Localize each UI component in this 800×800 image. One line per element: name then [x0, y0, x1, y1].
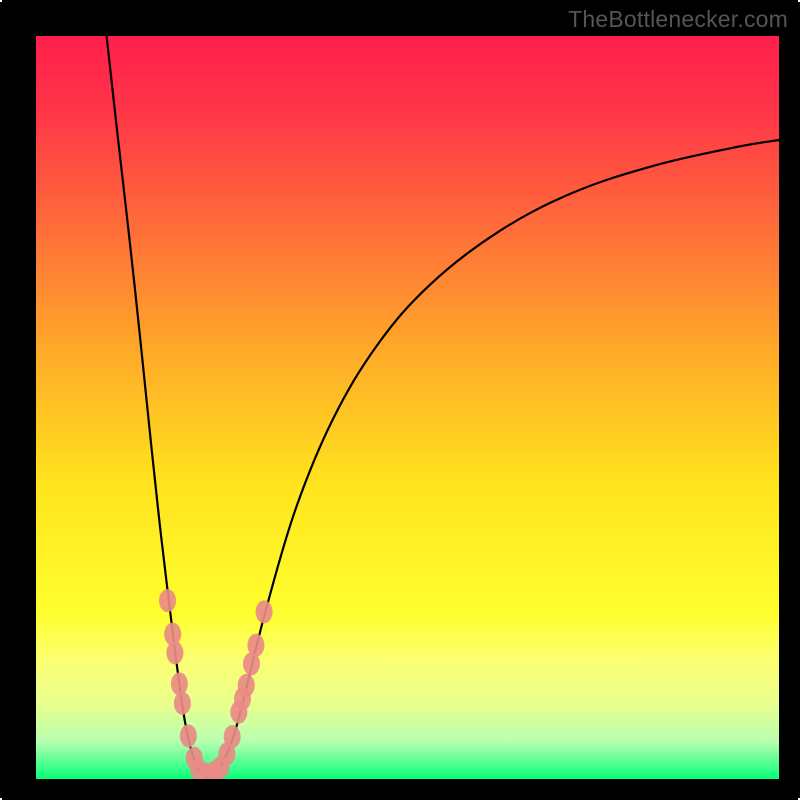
sample-dot [174, 692, 191, 715]
sample-dot [171, 672, 188, 695]
sample-dot [166, 641, 183, 664]
sample-dot [238, 674, 255, 697]
stage: TheBottlenecker.com [0, 0, 800, 800]
sample-dot [247, 634, 264, 657]
sample-dot [256, 600, 273, 623]
corner-pixel-tl [0, 0, 2, 2]
sample-dot [159, 589, 176, 612]
bottleneck-plot [0, 0, 800, 800]
sample-dot [224, 725, 241, 748]
sample-dot [180, 724, 197, 747]
